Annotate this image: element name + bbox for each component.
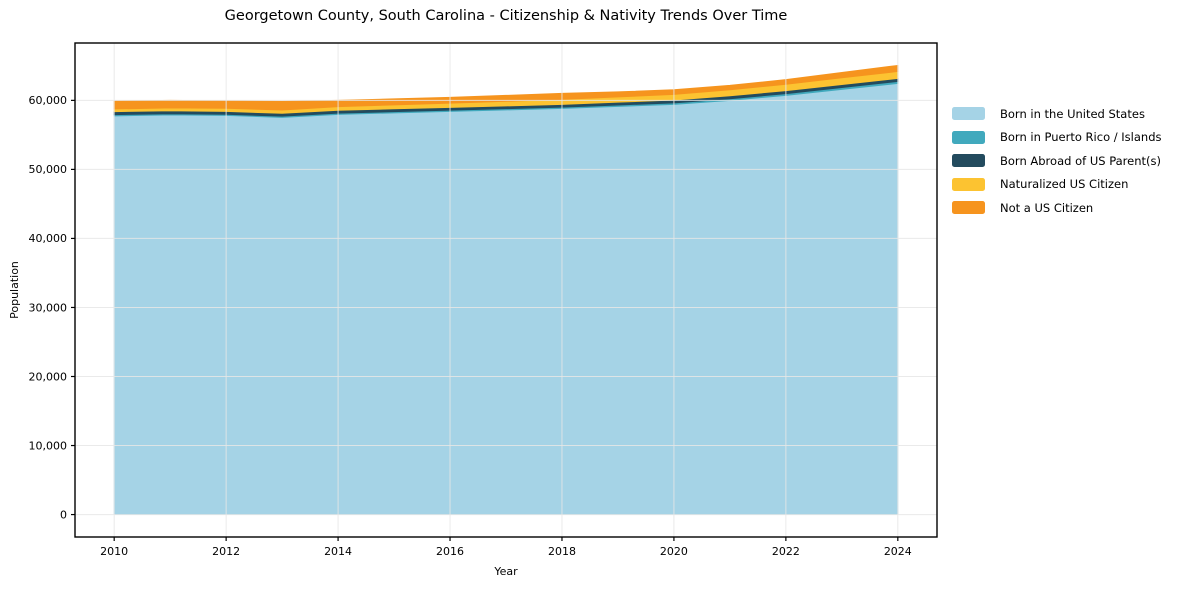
legend-item: Born in the United States [952,102,1162,126]
legend-item: Born in Puerto Rico / Islands [952,126,1162,150]
legend-swatch [952,130,985,144]
x-axis-label: Year [493,565,518,578]
legend-item-label: Born Abroad of US Parent(s) [1000,153,1161,168]
legend-item-label: Not a US Citizen [1000,200,1094,215]
plot-frame [74,42,938,538]
x-tick-label: 2018 [548,545,576,558]
legend-item-label: Born in the United States [1000,106,1145,121]
x-tick-label: 2012 [212,545,240,558]
y-tick-label: 10,000 [29,439,68,452]
y-axis-label: Population [8,261,21,319]
y-tick-label: 0 [60,508,67,521]
chart-title: Georgetown County, South Carolina - Citi… [224,8,788,24]
y-tick-label: 20,000 [29,370,68,383]
legend-swatch [952,201,985,215]
legend-item: Not a US Citizen [952,196,1162,220]
x-tick-label: 2016 [436,545,464,558]
x-tick-label: 2014 [324,545,352,558]
x-tick-label: 2010 [100,545,128,558]
legend-item: Born Abroad of US Parent(s) [952,149,1162,173]
legend-swatch [952,154,985,168]
y-tick-label: 40,000 [29,232,68,245]
y-tick-label: 50,000 [29,163,68,176]
legend-item-label: Naturalized US Citizen [1000,177,1129,192]
legend-swatch [952,177,985,191]
x-tick-label: 2020 [660,545,688,558]
y-tick-label: 60,000 [29,94,68,107]
legend-item-label: Born in Puerto Rico / Islands [1000,130,1162,145]
legend-item: Naturalized US Citizen [952,173,1162,197]
x-tick-label: 2024 [884,545,912,558]
legend-swatch [952,107,985,121]
area-series-0 [113,82,899,516]
x-tick-label: 2022 [772,545,800,558]
legend: Born in the United States Born in Puerto… [952,102,1162,220]
y-tick-label: 30,000 [29,301,68,314]
